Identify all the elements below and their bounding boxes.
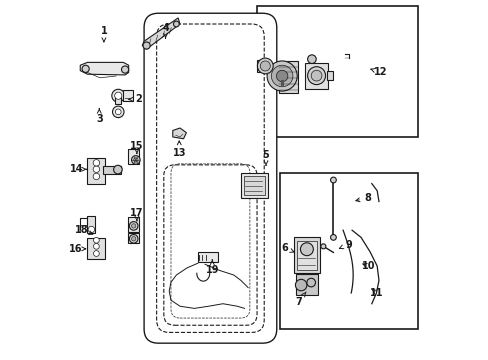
Bar [115,97,121,104]
Circle shape [260,61,270,71]
Text: 7: 7 [294,292,305,307]
Circle shape [129,234,138,243]
Text: 19: 19 [205,260,219,275]
Text: 6: 6 [281,243,293,253]
Circle shape [266,61,297,91]
Text: 3: 3 [96,108,102,124]
Bar [293,237,319,273]
Bar [87,158,105,184]
Circle shape [307,55,316,63]
Circle shape [133,158,138,162]
Bar [280,173,418,329]
Bar [296,241,316,270]
Circle shape [93,251,99,256]
Circle shape [115,109,121,115]
Bar [87,238,105,259]
Bar [244,176,264,195]
Bar [278,61,298,93]
Circle shape [330,234,336,240]
Bar [295,274,317,295]
Text: 13: 13 [172,141,185,158]
Bar [122,90,132,101]
Circle shape [300,243,313,256]
Bar [128,217,139,232]
Circle shape [113,165,122,174]
Circle shape [307,67,325,85]
Text: 9: 9 [339,239,351,249]
Circle shape [121,66,128,73]
Text: 4: 4 [162,23,169,38]
Circle shape [257,58,273,74]
Circle shape [320,244,325,249]
Circle shape [295,279,306,291]
Bar [280,80,283,87]
Text: 12: 12 [370,67,386,77]
Circle shape [93,243,99,249]
Circle shape [129,222,138,230]
Circle shape [115,92,122,99]
Circle shape [88,226,94,233]
Text: 2: 2 [129,94,142,104]
Circle shape [131,237,136,241]
Circle shape [173,21,179,27]
Text: 1: 1 [101,26,107,42]
Text: 5: 5 [262,150,269,166]
Text: 16: 16 [68,244,85,254]
Bar [198,252,217,262]
Circle shape [93,166,100,172]
Circle shape [142,42,150,49]
Circle shape [276,70,287,82]
Circle shape [93,173,100,180]
Bar [128,233,139,243]
FancyBboxPatch shape [144,13,276,343]
Circle shape [131,156,140,164]
Text: 18: 18 [75,225,93,235]
Text: 8: 8 [355,193,371,203]
Circle shape [82,65,89,72]
Circle shape [112,106,124,118]
Text: 17: 17 [130,208,143,221]
Bar [257,59,261,72]
Text: 15: 15 [130,140,143,153]
Circle shape [93,159,100,166]
Circle shape [131,224,136,228]
Bar [87,216,95,233]
Bar [257,6,418,137]
Polygon shape [80,62,128,75]
Polygon shape [172,128,186,139]
Text: 14: 14 [70,164,86,174]
Bar [102,166,121,174]
Text: 10: 10 [361,261,374,271]
Circle shape [306,278,315,287]
Bar [241,173,267,198]
Circle shape [93,237,99,243]
Bar [305,63,327,89]
Circle shape [310,70,321,81]
Circle shape [271,65,292,87]
Circle shape [330,177,336,183]
Circle shape [112,89,124,102]
Polygon shape [142,18,180,49]
Bar [326,71,333,80]
Bar [128,149,139,164]
Text: 11: 11 [370,288,383,298]
